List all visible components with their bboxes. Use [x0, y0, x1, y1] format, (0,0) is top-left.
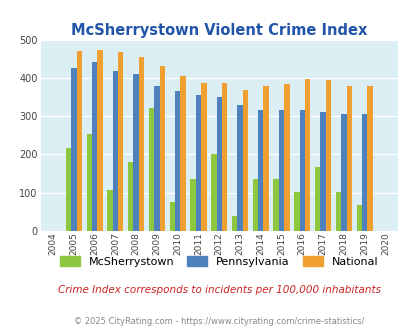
Bar	[154, 85, 159, 231]
Bar	[118, 52, 123, 231]
Bar	[175, 90, 180, 231]
Bar	[107, 190, 113, 231]
Bar	[314, 167, 320, 231]
Bar	[211, 154, 216, 231]
Bar	[346, 85, 351, 231]
Bar	[159, 66, 164, 231]
Bar	[242, 90, 247, 231]
Bar	[361, 114, 367, 231]
Bar	[77, 51, 82, 231]
Bar	[340, 114, 346, 231]
Bar	[133, 75, 139, 231]
Bar	[231, 216, 237, 231]
Bar	[320, 112, 325, 231]
Bar	[367, 85, 372, 231]
Bar	[169, 202, 175, 231]
Bar	[304, 79, 310, 231]
Bar	[128, 162, 133, 231]
Bar	[263, 86, 268, 231]
Bar	[97, 50, 102, 231]
Bar	[237, 105, 242, 231]
Bar	[86, 134, 92, 231]
Bar	[190, 179, 195, 231]
Bar	[139, 57, 144, 231]
Bar	[278, 111, 284, 231]
Bar	[284, 84, 289, 231]
Bar	[258, 111, 263, 231]
Bar	[335, 192, 340, 231]
Bar	[71, 68, 77, 231]
Bar	[252, 179, 258, 231]
Bar	[216, 97, 222, 231]
Text: McSherrystown Violent Crime Index: McSherrystown Violent Crime Index	[71, 23, 367, 38]
Text: © 2025 CityRating.com - https://www.cityrating.com/crime-statistics/: © 2025 CityRating.com - https://www.city…	[74, 317, 364, 326]
Legend: McSherrystown, Pennsylvania, National: McSherrystown, Pennsylvania, National	[55, 251, 382, 271]
Bar	[356, 205, 361, 231]
Bar	[92, 62, 97, 231]
Text: Crime Index corresponds to incidents per 100,000 inhabitants: Crime Index corresponds to incidents per…	[58, 285, 380, 295]
Bar	[294, 192, 299, 231]
Bar	[113, 71, 118, 231]
Bar	[66, 148, 71, 231]
Bar	[200, 83, 206, 231]
Bar	[180, 76, 185, 231]
Bar	[222, 83, 227, 231]
Bar	[273, 179, 278, 231]
Bar	[149, 108, 154, 231]
Bar	[325, 80, 330, 231]
Bar	[195, 95, 200, 231]
Bar	[299, 111, 304, 231]
